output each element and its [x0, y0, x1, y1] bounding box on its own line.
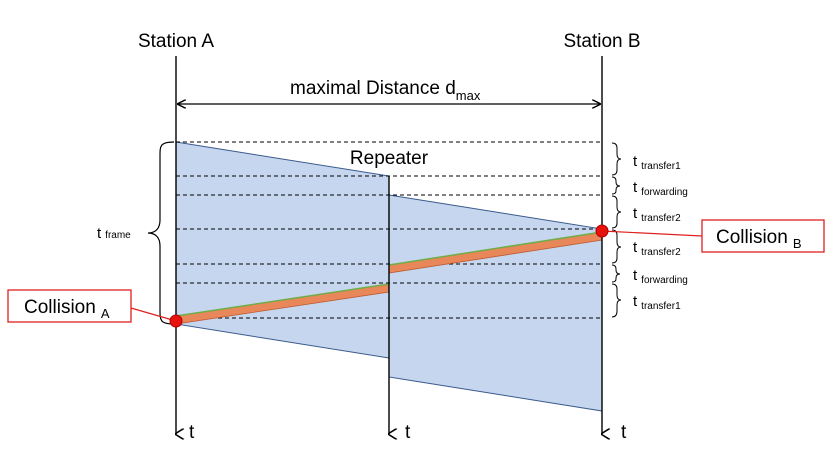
signal-area-segment-1 — [175, 141, 390, 359]
interval-label-transfer1-top: t transfer1 — [633, 153, 681, 172]
interval-label-transfer2-bottom: t transfer2 — [633, 239, 681, 258]
interval-label-forwarding-bottom: t forwarding — [633, 267, 688, 286]
station-a-label: Station A — [138, 31, 214, 52]
collision-b-dot — [595, 224, 609, 238]
collision-b-box — [701, 219, 825, 253]
frame-time-label: t frame — [97, 225, 131, 242]
interval-brace — [611, 142, 622, 176]
repeater-label: Repeater — [350, 148, 429, 169]
interval-label-forwarding-top: t forwarding — [633, 179, 688, 198]
interval-brace — [611, 229, 622, 264]
time-axis-label-b: t — [621, 422, 627, 443]
time-axis-label-repeater: t — [405, 422, 411, 443]
interval-brace — [611, 195, 622, 229]
interval-label-transfer2-top: t transfer2 — [633, 205, 681, 224]
interval-braces — [611, 142, 622, 318]
collision-a-connector — [130, 307, 177, 322]
station-b-label: Station B — [563, 31, 640, 52]
frame-brace — [147, 141, 175, 325]
interval-brace — [611, 283, 622, 318]
collision-b-connector — [601, 230, 703, 237]
collision-a-label: Collision A — [24, 297, 110, 321]
distance-label: maximal Distance dmax — [290, 78, 481, 103]
signal-area-segment-2 — [388, 194, 603, 412]
collision-a-dot — [169, 314, 183, 328]
time-axis-label-a: t — [189, 422, 195, 443]
interval-label-transfer1-bottom: t transfer1 — [633, 293, 681, 312]
collision-b-label: Collision B — [716, 227, 801, 251]
interval-brace — [611, 176, 621, 195]
interval-brace — [611, 264, 621, 283]
collision-a-box — [7, 289, 132, 323]
